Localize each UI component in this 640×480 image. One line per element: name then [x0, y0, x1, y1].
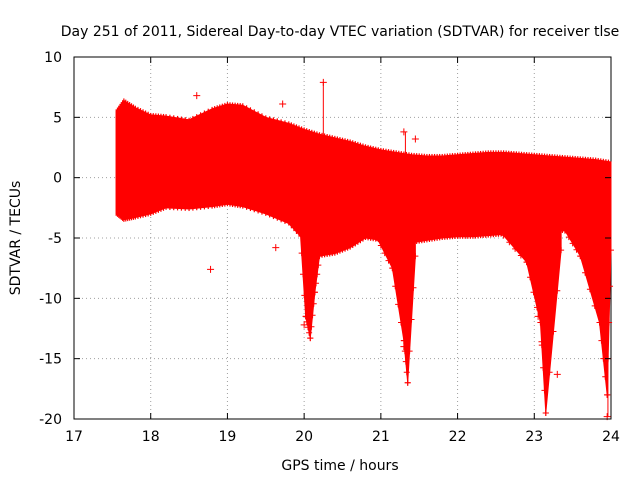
data-point — [311, 289, 318, 296]
data-point — [207, 265, 215, 273]
series-red — [115, 78, 614, 421]
data-point — [301, 292, 308, 299]
data-point — [569, 240, 576, 247]
data-point — [540, 364, 547, 371]
data-point — [313, 280, 320, 287]
data-point — [309, 312, 316, 319]
data-point — [316, 253, 323, 260]
data-point — [573, 246, 580, 253]
data-point — [553, 370, 561, 378]
y-tick-label: -20 — [39, 412, 62, 428]
data-point — [411, 135, 419, 143]
data-point — [303, 318, 310, 325]
y-tick-label: 5 — [53, 110, 62, 126]
data-point — [506, 239, 513, 246]
data-point — [402, 358, 409, 365]
data-point — [577, 253, 584, 260]
data-point — [410, 284, 417, 291]
data-point — [408, 316, 415, 323]
x-tick-label: 17 — [65, 429, 83, 445]
data-point — [541, 387, 548, 394]
data-point — [533, 304, 540, 311]
x-tick-label: 23 — [525, 429, 543, 445]
x-tick-label: 19 — [219, 429, 237, 445]
data-point — [300, 321, 308, 329]
chart-title: Day 251 of 2011, Sidereal Day-to-day VTE… — [61, 24, 620, 40]
data-point — [582, 269, 589, 276]
data-point — [598, 337, 605, 344]
data-point — [297, 228, 304, 235]
data-point — [596, 319, 603, 326]
data-dip — [299, 225, 320, 339]
data-point — [307, 335, 314, 342]
data-point — [400, 128, 408, 136]
x-tick-label: 20 — [295, 429, 313, 445]
data-dip — [564, 225, 612, 395]
data-point — [381, 250, 388, 257]
x-tick-label: 18 — [142, 429, 160, 445]
data-point — [602, 373, 609, 380]
data-point — [315, 262, 322, 269]
data-point — [193, 92, 201, 100]
data-point — [272, 244, 280, 252]
data-point — [608, 247, 614, 254]
data-point — [308, 323, 315, 330]
data-point — [530, 289, 537, 296]
data-point — [385, 257, 392, 264]
data-point — [406, 348, 413, 355]
data-point — [558, 247, 565, 254]
data-point — [591, 302, 598, 309]
data-point — [561, 227, 568, 234]
data-dip — [503, 225, 562, 414]
y-tick-label: 0 — [53, 171, 62, 187]
data-point — [374, 235, 381, 241]
data-point — [550, 328, 557, 335]
data-point — [319, 78, 327, 86]
data-point — [395, 301, 402, 308]
data-point — [400, 343, 408, 351]
x-tick-label: 21 — [372, 429, 390, 445]
y-tick-label: 10 — [44, 50, 62, 66]
data-point — [412, 253, 419, 260]
data-point — [538, 338, 546, 346]
data-point — [302, 313, 309, 320]
data-point — [500, 232, 507, 239]
data-point — [606, 319, 613, 326]
data-point — [298, 250, 305, 257]
data-point — [397, 319, 404, 326]
data-point — [279, 100, 287, 108]
data-point — [299, 271, 306, 278]
data-point — [527, 274, 534, 281]
data-point — [523, 259, 530, 266]
data-point — [400, 337, 407, 344]
data-point — [546, 369, 553, 376]
data-point — [586, 286, 593, 293]
axis-ticks: 17 18 19 20 21 22 23 24 -20 -15 -10 -5 0 5 10 — [39, 50, 620, 445]
data-point — [565, 234, 572, 241]
y-tick-label: -5 — [48, 231, 62, 247]
data-point — [604, 391, 611, 398]
data-point — [403, 369, 410, 376]
data-point — [304, 324, 311, 331]
data-point — [377, 242, 384, 249]
data-point — [534, 312, 542, 320]
x-axis-label: GPS time / hours — [281, 458, 398, 474]
data-point — [512, 245, 519, 252]
data-point — [537, 319, 544, 326]
data-point — [389, 265, 396, 272]
data-point — [517, 252, 524, 259]
x-tick-label: 24 — [602, 429, 620, 445]
data-point — [392, 283, 399, 290]
x-tick-label: 22 — [449, 429, 467, 445]
data-point — [554, 287, 561, 294]
y-tick-label: -10 — [39, 291, 62, 307]
data-point — [542, 409, 549, 416]
data-point — [404, 379, 411, 386]
data-point — [310, 300, 317, 307]
data-point — [306, 329, 313, 336]
y-tick-label: -15 — [39, 352, 62, 368]
y-axis-label: SDTVAR / TECUs — [8, 181, 24, 296]
data-point — [314, 271, 321, 278]
